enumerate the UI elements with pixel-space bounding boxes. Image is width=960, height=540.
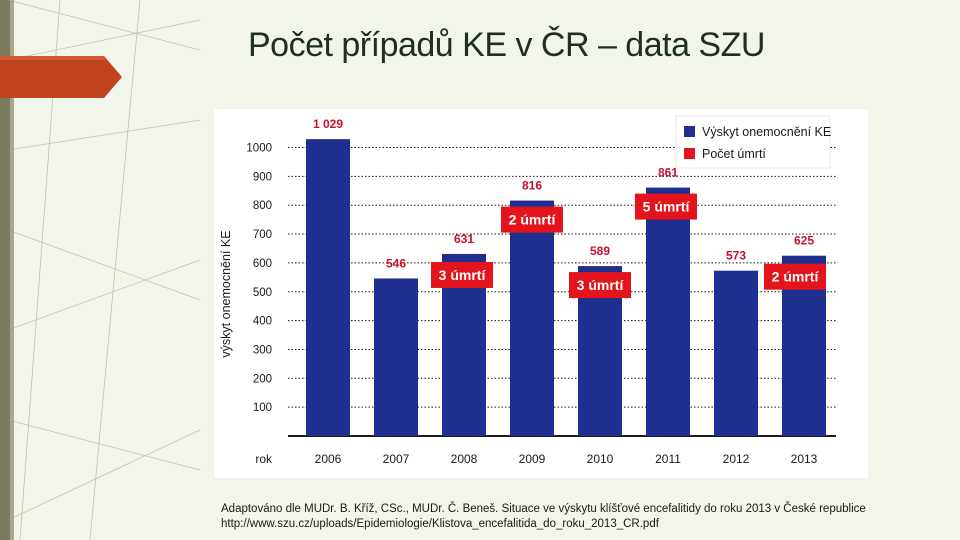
y-tick-label-700: 700	[253, 229, 272, 241]
x-tick-label-2013: 2013	[791, 452, 818, 466]
x-tick-label-2007: 2007	[383, 452, 410, 466]
y-tick-label-300: 300	[253, 344, 272, 356]
legend-label-1: Výskyt onemocnění KE	[702, 125, 831, 139]
y-tick-label-500: 500	[253, 287, 272, 299]
value-label-2013: 625	[794, 234, 814, 248]
death-label-2011: 5 úmrtí	[643, 199, 691, 215]
y-tick-label-400: 400	[253, 316, 272, 328]
value-label-2007: 546	[386, 256, 406, 270]
death-label-2009: 2 úmrtí	[509, 212, 557, 228]
bar-2006	[306, 139, 350, 437]
value-label-2012: 573	[726, 249, 746, 263]
death-box-2009	[501, 206, 563, 233]
bar-2011	[646, 187, 690, 436]
x-tick-label-2012: 2012	[723, 452, 750, 466]
death-label-2013: 2 úmrtí	[772, 269, 820, 285]
value-label-2009: 816	[522, 179, 542, 193]
bar-chart: výskyt onemocnění KE 100 200 300 400 500 600 70…	[219, 115, 836, 466]
death-box-2008	[431, 261, 493, 288]
bar-2007	[374, 278, 418, 436]
value-label-2011: 861	[658, 166, 678, 180]
x-tick-label-2006: 2006	[315, 452, 342, 466]
value-label-2006: 1 029	[313, 117, 343, 131]
value-label-2008: 631	[454, 232, 474, 246]
y-tick-label-100: 100	[253, 402, 272, 414]
x-tick-label-2008: 2008	[451, 452, 478, 466]
death-label-2010: 3 úmrtí	[577, 277, 625, 293]
x-tick-label-2009: 2009	[519, 452, 546, 466]
y-tick-label-200: 200	[253, 373, 272, 385]
y-tick-label-900: 900	[253, 171, 272, 183]
caption-url[interactable]: http://www.szu.cz/uploads/Epidemiologie/…	[221, 517, 659, 530]
y-tick-label-800: 800	[253, 200, 272, 212]
death-label-2008: 3 úmrtí	[439, 267, 487, 283]
x-tick-label-2010: 2010	[587, 452, 614, 466]
legend-label-2: Počet úmrtí	[702, 147, 766, 161]
y-tick-label-1000: 1000	[246, 143, 272, 155]
caption-citation: Adaptováno dle MUDr. B. Kříž, CSc., MUDr…	[221, 503, 866, 515]
death-box-2010	[569, 272, 631, 299]
bar-2012	[714, 270, 758, 436]
value-label-2010: 589	[590, 244, 610, 258]
legend-swatch-1	[684, 126, 695, 137]
left-border-stripe-inner	[10, 0, 14, 540]
chart-panel: výskyt onemocnění KE 100 200 300 400 500 600 70…	[214, 109, 868, 478]
x-axis-label: rok	[255, 452, 273, 466]
y-tick-label-600: 600	[253, 258, 272, 270]
title-accent-arrow	[0, 56, 122, 98]
death-box-2011	[635, 193, 697, 220]
x-tick-label-2011: 2011	[655, 452, 681, 466]
legend-swatch-2	[684, 148, 695, 159]
slide-title: Počet případů KE v ČR – data SZU	[248, 26, 765, 64]
y-axis-label: výskyt onemocnění KE	[219, 230, 233, 357]
source-caption: Adaptováno dle MUDr. B. Kříž, CSc., MUDr…	[221, 502, 951, 531]
bar-2009	[510, 200, 554, 436]
left-border-stripe	[0, 0, 10, 540]
legend-box	[675, 115, 831, 169]
death-box-2013	[764, 263, 826, 290]
